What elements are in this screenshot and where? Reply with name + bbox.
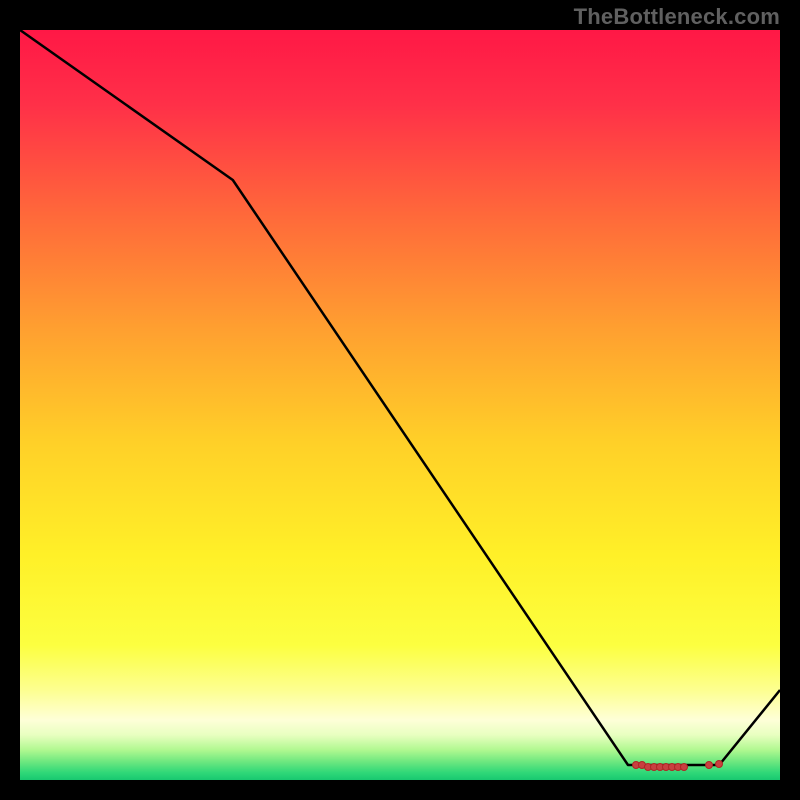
data-marker xyxy=(668,763,676,771)
markers-layer xyxy=(20,30,780,780)
data-marker xyxy=(680,763,688,771)
data-marker xyxy=(650,763,658,771)
watermark-text: TheBottleneck.com xyxy=(574,4,780,30)
data-marker xyxy=(674,763,682,771)
data-marker xyxy=(705,761,713,769)
data-marker xyxy=(656,763,664,771)
data-marker xyxy=(715,760,723,768)
data-marker xyxy=(662,763,670,771)
plot-area xyxy=(20,30,780,780)
chart-frame: TheBottleneck.com xyxy=(0,0,800,800)
data-marker xyxy=(632,761,640,769)
data-marker xyxy=(638,761,646,769)
data-marker xyxy=(644,763,652,771)
